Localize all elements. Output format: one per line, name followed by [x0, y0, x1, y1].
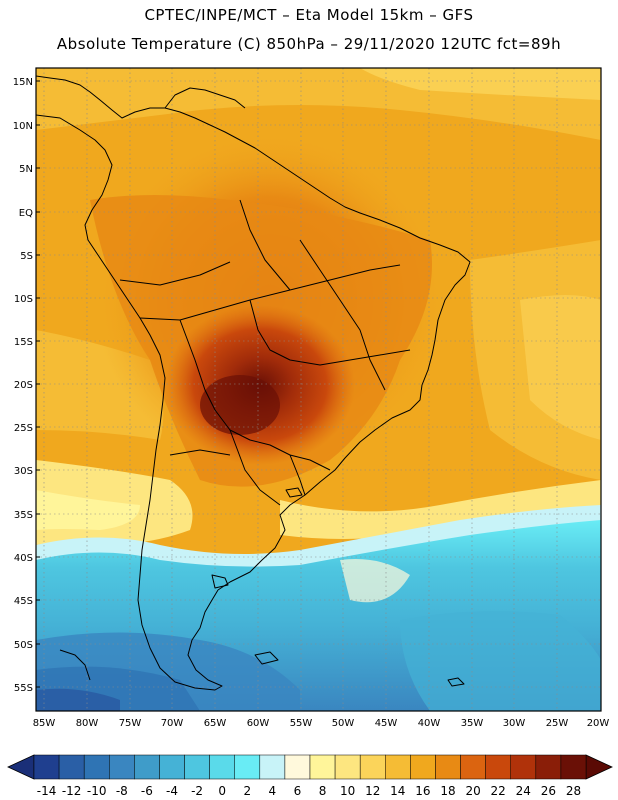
map-frame: [35, 67, 602, 712]
colorbar-label: 20: [465, 784, 480, 798]
colorbar-swatch: [334, 754, 361, 780]
colorbar-swatch: [284, 754, 311, 780]
colorbar-label: -14: [37, 784, 57, 798]
lon-label: 55W: [290, 718, 313, 729]
colorbar-label: 28: [566, 784, 581, 798]
colorbar-swatch: [234, 754, 261, 780]
colorbar-swatch: [485, 754, 511, 780]
colorbar-swatch: [159, 754, 185, 780]
colorbar-label: 2: [243, 784, 251, 798]
lat-label: 45S: [14, 596, 33, 607]
colorbar-label: 14: [390, 784, 405, 798]
colorbar-swatch: [560, 754, 587, 780]
colorbar-swatch: [510, 754, 537, 780]
lon-label: 65W: [204, 718, 227, 729]
colorbar-swatch: [184, 754, 210, 780]
lat-label: 25S: [14, 423, 33, 434]
colorbar-swatch: [309, 754, 336, 780]
lat-label: 5S: [20, 251, 33, 262]
lon-label: 30W: [503, 718, 526, 729]
colorbar-swatch: [58, 754, 85, 780]
colorbar-label: 12: [365, 784, 380, 798]
temperature-field: [36, 68, 601, 711]
lat-label: 5N: [19, 164, 33, 175]
colorbar-label: -6: [141, 784, 153, 798]
lat-label: 40S: [14, 553, 33, 564]
lon-label: 40W: [418, 718, 441, 729]
colorbar-swatch: [359, 754, 386, 780]
lon-label: 85W: [33, 718, 56, 729]
lon-label: 60W: [247, 718, 270, 729]
lat-label: 35S: [14, 510, 33, 521]
colorbar-label: 16: [415, 784, 430, 798]
lon-label: 75W: [119, 718, 142, 729]
lon-label: 20W: [587, 718, 610, 729]
colorbar-swatch: [83, 754, 110, 780]
lon-label: 80W: [76, 718, 99, 729]
colorbar-swatch: [385, 754, 411, 780]
colorbar-label: -12: [62, 784, 82, 798]
longitude-axis: 85W 80W 75W 70W 65W 60W 55W 50W 45W 40W 35W 30W 25W 2…: [33, 718, 610, 729]
map-title: CPTEC/INPE/MCT – Eta Model 15km – GFS: [144, 6, 474, 24]
lon-label: 50W: [332, 718, 355, 729]
lon-label: 70W: [161, 718, 184, 729]
colorbar-swatch: [134, 754, 160, 780]
lat-label: 10N: [13, 121, 33, 132]
lat-label: 55S: [14, 683, 33, 694]
colorbar-label: 8: [319, 784, 327, 798]
lat-label: 10S: [14, 294, 33, 305]
lat-label: 50S: [14, 640, 33, 651]
colorbar-label: 24: [516, 784, 531, 798]
colorbar-swatch: [209, 754, 235, 780]
colorbar-high-arrow: [585, 754, 613, 780]
colorbar-label: 22: [491, 784, 506, 798]
lat-label: EQ: [19, 208, 33, 219]
colorbar-low-arrow: [7, 754, 35, 780]
map-subtitle: Absolute Temperature (C) 850hPa – 29/11/…: [56, 35, 562, 53]
colorbar-swatch: [33, 754, 60, 780]
colorbar-label: -8: [116, 784, 128, 798]
colorbar-swatch: [435, 754, 461, 780]
colorbar-swatch: [109, 754, 135, 780]
colorbar-label: -4: [166, 784, 178, 798]
lat-label: 30S: [14, 466, 33, 477]
lon-label: 25W: [546, 718, 569, 729]
lon-label: 35W: [461, 718, 484, 729]
colorbar-label: 10: [340, 784, 355, 798]
colorbar-label: 0: [218, 784, 226, 798]
lat-label: 15N: [13, 77, 33, 88]
colorbar-label: 26: [541, 784, 556, 798]
coastline: [36, 75, 471, 691]
lat-label: 20S: [14, 380, 33, 391]
lat-label: 15S: [14, 337, 33, 348]
colorbar-swatch: [410, 754, 436, 780]
colorbar-label: -2: [191, 784, 203, 798]
colorbar-swatch: [259, 754, 286, 780]
colorbar-label: -10: [87, 784, 107, 798]
lon-label: 45W: [375, 718, 398, 729]
colorbar-swatch: [535, 754, 562, 780]
colorbar-swatch: [460, 754, 486, 780]
colorbar-label: 4: [269, 784, 277, 798]
colorbar-label: 18: [440, 784, 455, 798]
latitude-axis: 15N 10N 5N EQ 5S 10S 15S 20S 25S 30S 35S 40S 45S 50S 5…: [13, 77, 40, 694]
graticule: [36, 68, 601, 711]
colorbar: -14 -12 -10 -8 -6 -4 -2 0 2 4 6 8 10 12 14 16 18 20 22 24 26…: [7, 754, 613, 798]
colorbar-label: 6: [294, 784, 302, 798]
